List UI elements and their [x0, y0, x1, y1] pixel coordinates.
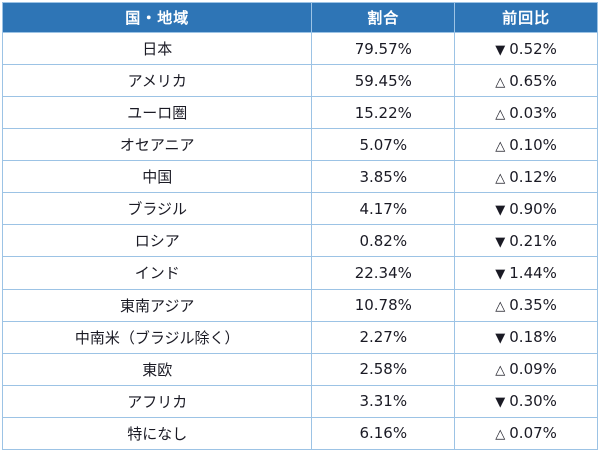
- table-row: ロシア 0.82% ▼ 0.21%: [1, 224, 598, 258]
- table-row: アメリカ 59.45% △ 0.65%: [1, 64, 598, 98]
- table-row: 中南米（ブラジル除く） 2.27% ▼ 0.18%: [1, 320, 598, 354]
- change-cell: △ 0.09%: [454, 352, 598, 386]
- region-cell: 特になし: [1, 416, 313, 451]
- region-cell: ユーロ圏: [1, 96, 313, 130]
- share-cell: 3.31%: [311, 384, 456, 418]
- triangle-up-icon: △: [495, 427, 506, 443]
- table-row: 日本 79.57% ▼ 0.52%: [1, 31, 598, 66]
- share-cell: 22.34%: [311, 256, 456, 290]
- region-cell: ブラジル: [1, 192, 313, 226]
- change-cell: ▼ 0.52%: [454, 31, 598, 66]
- change-cell: △ 0.12%: [454, 160, 598, 194]
- change-value: 0.18%: [509, 328, 557, 347]
- triangle-up-icon: △: [495, 299, 506, 315]
- change-value: 0.35%: [509, 296, 557, 315]
- change-value: 0.09%: [509, 360, 557, 379]
- change-cell: △ 0.10%: [454, 128, 598, 162]
- region-cell: 東南アジア: [1, 288, 313, 322]
- table-row: 特になし 6.16% △ 0.07%: [1, 416, 598, 451]
- table-body: 日本 79.57% ▼ 0.52% アメリカ 59.45% △ 0.65% ユーロ圏 15.22%…: [1, 31, 598, 451]
- change-cell: ▼ 0.90%: [454, 192, 598, 226]
- table-row: ユーロ圏 15.22% △ 0.03%: [1, 96, 598, 130]
- change-value: 1.44%: [509, 263, 557, 282]
- change-value: 0.07%: [509, 424, 557, 443]
- change-cell: ▼ 0.18%: [454, 320, 598, 354]
- table-row: ブラジル 4.17% ▼ 0.90%: [1, 192, 598, 226]
- change-cell: △ 0.35%: [454, 288, 598, 322]
- header-cell-region: 国・地域: [1, 2, 313, 33]
- change-value: 0.21%: [509, 231, 557, 250]
- region-cell: オセアニア: [1, 128, 313, 162]
- share-cell: 10.78%: [311, 288, 456, 322]
- table-row: インド 22.34% ▼ 1.44%: [1, 256, 598, 290]
- share-cell: 6.16%: [311, 416, 456, 451]
- triangle-down-icon: ▼: [495, 234, 506, 250]
- share-cell: 3.85%: [311, 160, 456, 194]
- change-value: 0.65%: [509, 71, 557, 90]
- triangle-up-icon: △: [495, 363, 506, 379]
- region-cell: 中国: [1, 160, 313, 194]
- change-cell: △ 0.65%: [454, 64, 598, 98]
- region-cell: ロシア: [1, 224, 313, 258]
- header-cell-share: 割合: [311, 2, 456, 33]
- change-value: 0.03%: [509, 103, 557, 122]
- share-cell: 0.82%: [311, 224, 456, 258]
- triangle-up-icon: △: [495, 106, 506, 122]
- change-value: 0.10%: [509, 135, 557, 154]
- change-value: 0.90%: [509, 199, 557, 218]
- region-cell: 東欧: [1, 352, 313, 386]
- table-row: オセアニア 5.07% △ 0.10%: [1, 128, 598, 162]
- table-row: 東南アジア 10.78% △ 0.35%: [1, 288, 598, 322]
- triangle-up-icon: △: [495, 170, 506, 186]
- share-cell: 5.07%: [311, 128, 456, 162]
- table-row: 東欧 2.58% △ 0.09%: [1, 352, 598, 386]
- change-value: 0.52%: [509, 39, 557, 58]
- table-row: アフリカ 3.31% ▼ 0.30%: [1, 384, 598, 418]
- triangle-down-icon: ▼: [495, 202, 506, 218]
- region-cell: 日本: [1, 31, 313, 66]
- region-cell: インド: [1, 256, 313, 290]
- share-cell: 2.58%: [311, 352, 456, 386]
- header-cell-change: 前回比: [454, 2, 598, 33]
- triangle-up-icon: △: [495, 138, 506, 154]
- share-cell: 15.22%: [311, 96, 456, 130]
- change-value: 0.12%: [509, 167, 557, 186]
- share-cell: 4.17%: [311, 192, 456, 226]
- share-cell: 2.27%: [311, 320, 456, 354]
- change-cell: ▼ 1.44%: [454, 256, 598, 290]
- triangle-up-icon: △: [495, 74, 506, 90]
- change-value: 0.30%: [509, 392, 557, 411]
- change-cell: △ 0.07%: [454, 416, 598, 451]
- table-row: 中国 3.85% △ 0.12%: [1, 160, 598, 194]
- triangle-down-icon: ▼: [495, 395, 506, 411]
- region-cell: 中南米（ブラジル除く）: [1, 320, 313, 354]
- change-cell: △ 0.03%: [454, 96, 598, 130]
- change-cell: ▼ 0.21%: [454, 224, 598, 258]
- change-cell: ▼ 0.30%: [454, 384, 598, 418]
- share-cell: 59.45%: [311, 64, 456, 98]
- region-cell: アフリカ: [1, 384, 313, 418]
- header-row: 国・地域 割合 前回比: [1, 2, 598, 33]
- share-cell: 79.57%: [311, 31, 456, 66]
- triangle-down-icon: ▼: [495, 331, 506, 347]
- region-cell: アメリカ: [1, 64, 313, 98]
- triangle-down-icon: ▼: [495, 266, 506, 282]
- triangle-down-icon: ▼: [495, 42, 506, 58]
